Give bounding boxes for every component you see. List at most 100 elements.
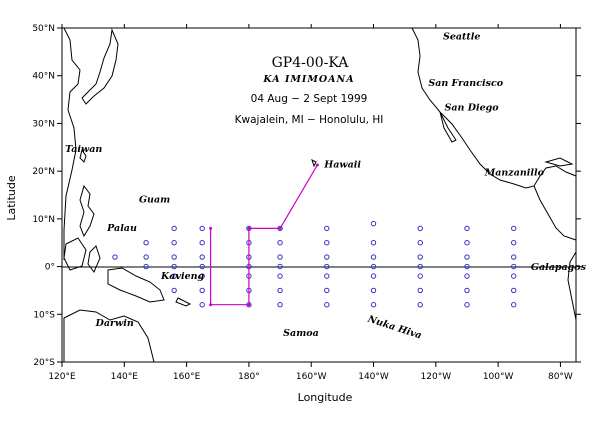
mooring-station xyxy=(464,263,470,270)
sulawesi-outline xyxy=(87,245,101,273)
mooring-station xyxy=(370,263,377,270)
place-label: Palau xyxy=(106,223,137,234)
mooring-station xyxy=(370,287,377,294)
mooring-station xyxy=(199,273,205,279)
mooring-station xyxy=(464,225,470,232)
mooring-stations xyxy=(112,163,517,308)
mooring-station xyxy=(370,220,377,227)
place-label: Seattle xyxy=(443,31,481,42)
north-america-coast xyxy=(411,27,577,189)
place-label: Hawaii xyxy=(323,159,361,170)
mooring-station xyxy=(199,225,205,232)
japan-outline xyxy=(81,28,119,105)
cruise-track xyxy=(210,164,318,306)
mooring-station xyxy=(143,240,149,246)
mooring-station xyxy=(171,225,177,232)
y-tick-label: 10°N xyxy=(32,215,55,225)
mooring-station xyxy=(171,273,177,279)
plot-frame xyxy=(61,27,577,363)
solomons-outline xyxy=(175,297,192,307)
central-america-coast xyxy=(533,185,577,241)
mooring-station xyxy=(143,254,149,260)
mooring-station xyxy=(510,273,517,279)
y-tick-label: 20°N xyxy=(32,167,55,177)
x-axis-title: Longitude xyxy=(298,391,353,404)
mooring-station xyxy=(417,287,423,294)
cruise-route: Kwajalein, MI − Honolulu, HI xyxy=(235,114,384,126)
place-label: Kavieng xyxy=(160,271,204,282)
x-tick-label: 180° xyxy=(238,372,260,382)
mooring-station xyxy=(277,287,283,294)
mooring-station xyxy=(370,302,377,308)
mooring-station xyxy=(417,254,423,260)
cruise-title: GP4-00-KA xyxy=(272,55,350,71)
mooring-station xyxy=(417,273,423,279)
coastlines xyxy=(63,27,577,363)
cuba-outline xyxy=(544,157,574,167)
mooring-station xyxy=(171,254,177,260)
cruise-dates: 04 Aug − 2 Sept 1999 xyxy=(251,93,368,105)
place-label: Guam xyxy=(139,195,170,206)
borneo-outline xyxy=(63,237,87,271)
place-label: Manzanillo xyxy=(484,167,545,178)
place-label: Taiwan xyxy=(65,144,102,155)
x-tick-label: 100°W xyxy=(483,372,514,382)
mooring-station xyxy=(417,225,423,232)
mooring-station xyxy=(510,240,517,246)
mooring-station xyxy=(510,225,517,232)
hawaii-island xyxy=(311,159,317,168)
mooring-station xyxy=(199,240,205,246)
mooring-station xyxy=(324,225,330,232)
mooring-station xyxy=(324,263,330,270)
mooring-station xyxy=(510,263,517,270)
new-guinea-outline xyxy=(107,267,165,303)
y-tick-label: 0° xyxy=(45,263,55,273)
mooring-station xyxy=(277,240,283,246)
mooring-station xyxy=(464,273,470,279)
place-label: San Diego xyxy=(445,103,500,114)
mooring-station xyxy=(324,302,330,308)
mooring-station xyxy=(417,240,423,246)
mooring-station xyxy=(277,254,283,260)
mooring-station xyxy=(324,240,330,246)
philippines-outline xyxy=(79,184,95,238)
y-tick-label: 50°N xyxy=(32,24,55,34)
mooring-station xyxy=(324,273,330,279)
mooring-station xyxy=(199,254,205,260)
x-tick-label: 160°E xyxy=(173,372,201,382)
y-tick-label: 10°S xyxy=(33,310,55,320)
place-label: Darwin xyxy=(95,318,134,329)
place-label: San Francisco xyxy=(428,78,503,89)
y-tick-label: 20°S xyxy=(33,358,55,368)
place-label: Nuka Hiva xyxy=(365,314,423,342)
mooring-station xyxy=(199,302,205,308)
mooring-station xyxy=(464,287,470,294)
mooring-station xyxy=(510,287,517,294)
x-tick-label: 140°E xyxy=(111,372,139,382)
y-axis-title: Latitude xyxy=(5,175,18,221)
x-tick-label: 120°W xyxy=(421,372,452,382)
baja-outline xyxy=(439,111,457,143)
mooring-station xyxy=(417,302,423,308)
mooring-station xyxy=(171,287,177,294)
place-label: Galapagos xyxy=(531,262,587,273)
mooring-station xyxy=(199,263,205,270)
x-tick-label: 80°W xyxy=(548,372,573,382)
x-tick-label: 120°E xyxy=(48,372,76,382)
axis-ticks: 120°E 140°E 160°E 180° 160°W 140°W 120°W 100°W 8… xyxy=(32,24,581,382)
x-tick-label: 160°W xyxy=(296,372,327,382)
y-tick-label: 40°N xyxy=(32,72,55,82)
mooring-station xyxy=(143,263,149,270)
mooring-station xyxy=(510,254,517,260)
south-america-coast xyxy=(567,251,577,321)
place-label: Samoa xyxy=(283,328,319,339)
mooring-station xyxy=(464,302,470,308)
y-tick-label: 30°N xyxy=(32,119,55,129)
taiwan-outline xyxy=(79,148,87,163)
mooring-station xyxy=(171,263,177,270)
mooring-station xyxy=(324,287,330,294)
mooring-station xyxy=(464,240,470,246)
mooring-station xyxy=(199,287,205,294)
ship-name: KA IMIMOANA xyxy=(262,74,354,85)
